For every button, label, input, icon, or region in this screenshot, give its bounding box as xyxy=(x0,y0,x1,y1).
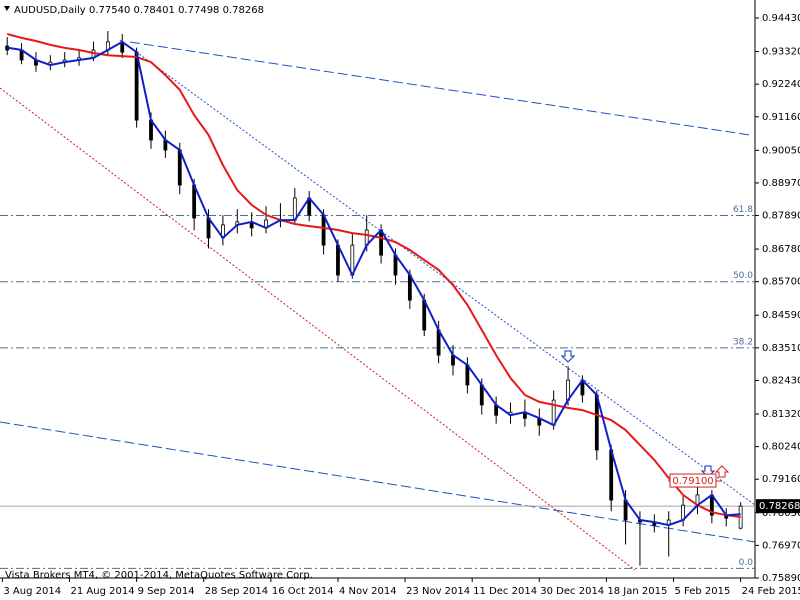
y-tick-label: 0.85700 xyxy=(762,277,800,288)
y-tick-label: 0.87890 xyxy=(762,211,800,222)
current-price-label: 0.78268 xyxy=(759,501,800,512)
x-tick-label: 9 Sep 2014 xyxy=(138,586,195,597)
ohlc-header: 0.77540 0.78401 0.77498 0.78268 xyxy=(89,5,264,16)
y-tick-label: 0.92240 xyxy=(762,79,800,90)
fib-label: 50.0 xyxy=(733,271,753,281)
channel-bottom xyxy=(0,421,756,543)
y-tick-label: 0.90050 xyxy=(762,145,800,156)
moving-average xyxy=(7,40,741,527)
trend-dotted xyxy=(119,39,756,506)
y-tick-label: 0.75890 xyxy=(762,573,800,584)
candle-body xyxy=(609,449,614,501)
candle-body xyxy=(134,51,139,121)
trend-red xyxy=(0,87,636,571)
x-tick-label: 21 Aug 2014 xyxy=(71,586,135,597)
x-tick-label: 5 Feb 2015 xyxy=(675,586,731,597)
y-tick-label: 0.93320 xyxy=(762,47,800,58)
y-tick-label: 0.79160 xyxy=(762,474,800,485)
price-marker-box xyxy=(669,473,717,488)
current-price-box xyxy=(756,499,800,514)
x-tick-label: 11 Dec 2014 xyxy=(473,586,537,597)
channel-top xyxy=(129,41,751,136)
y-tick-label: 0.81320 xyxy=(762,409,800,420)
trendlines xyxy=(0,39,756,571)
x-tick-label: 24 Feb 2015 xyxy=(742,586,800,597)
symbol-title: AUDUSD,Daily xyxy=(14,5,86,16)
fib-label: 0.0 xyxy=(739,558,754,568)
fib-label: 38.2 xyxy=(733,337,753,347)
y-tick-label: 0.86780 xyxy=(762,244,800,255)
candle-body xyxy=(407,274,412,301)
y-tick-label: 0.82430 xyxy=(762,375,800,386)
menu-arrow xyxy=(4,6,10,11)
y-tick-label: 0.80240 xyxy=(762,442,800,453)
arrow-up xyxy=(714,465,730,478)
x-tick-label: 16 Oct 2014 xyxy=(272,586,334,597)
y-tick-label: 0.76970 xyxy=(762,540,800,551)
marks: 61.8 50.0 38.2 0.0 xyxy=(0,30,755,569)
arrow-down xyxy=(560,350,576,363)
x-tick-label: 30 Dec 2014 xyxy=(540,586,604,597)
candle-body xyxy=(594,394,599,451)
x-tick-label: 3 Aug 2014 xyxy=(3,586,61,597)
footer: Vista Brokers MT4, © 2001-2014, MetaQuot… xyxy=(5,570,313,581)
candle-body xyxy=(177,149,182,186)
candle-body xyxy=(321,214,326,246)
y-tick-label: 0.83510 xyxy=(762,343,800,354)
y-tick-label: 0.94430 xyxy=(762,13,800,24)
price-marker-label: 0.79100 xyxy=(672,476,713,487)
x-tick-label: 18 Jan 2015 xyxy=(607,586,667,597)
fib-label: 61.8 xyxy=(733,205,753,215)
y-tick-label: 0.78050 xyxy=(762,508,800,519)
x-tick-label: 28 Sep 2014 xyxy=(205,586,268,597)
x-tick-label: 4 Nov 2014 xyxy=(339,586,397,597)
candle-body xyxy=(336,244,340,276)
x-tick-label: 23 Nov 2014 xyxy=(406,586,470,597)
y-tick-label: 0.91160 xyxy=(762,112,800,123)
y-tick-label: 0.88970 xyxy=(762,178,800,189)
y-tick-label: 0.84590 xyxy=(762,310,800,321)
